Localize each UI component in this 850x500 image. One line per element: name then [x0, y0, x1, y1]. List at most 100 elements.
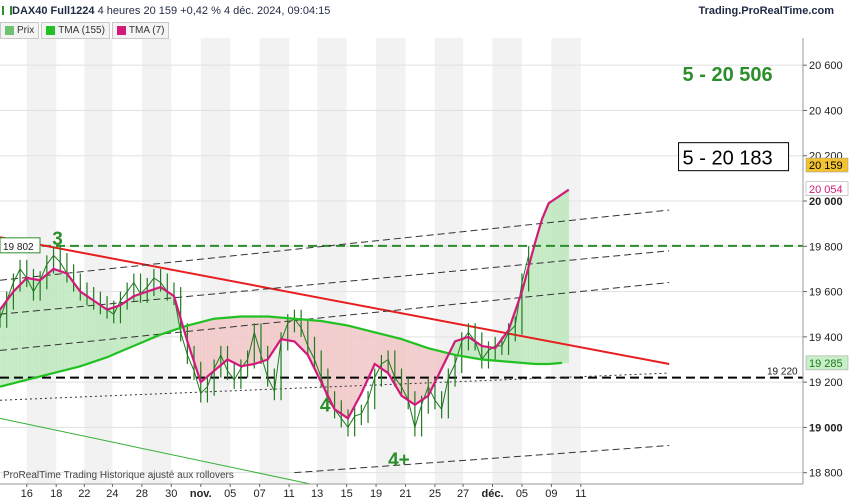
area-fill: [561, 191, 566, 364]
area-fill: [538, 219, 543, 365]
grid-band: [259, 38, 290, 484]
legend-swatch-icon: [5, 26, 14, 35]
footer-note: ProRealTime Trading Historique ajusté au…: [3, 470, 234, 481]
timeframe: 4 heures: [97, 5, 141, 17]
area-fill: [156, 286, 161, 337]
area-fill: [69, 277, 74, 370]
x-axis-panel: [0, 484, 850, 500]
area-fill: [535, 230, 539, 365]
tma-155-line: [0, 315, 563, 388]
legend-item-tma-155[interactable]: TMA (155): [41, 22, 110, 39]
legend-label: TMA (155): [58, 25, 105, 36]
chart-header: DAX40 Full1224 4 heures 20 159 +0,42 % 4…: [12, 5, 330, 17]
area-fill: [59, 270, 64, 372]
area-fill: [230, 316, 235, 364]
trend-line: [294, 445, 670, 474]
x-tick-label: 13: [311, 488, 323, 500]
price-tag-label: 20 159: [809, 160, 843, 172]
x-tick-label: 05: [224, 488, 236, 500]
area-fill: [361, 328, 365, 394]
x-tick-label: 24: [106, 488, 118, 500]
x-tick-label: 19: [370, 488, 382, 500]
last-price: 20 159: [143, 5, 178, 17]
grid-band: [376, 38, 406, 484]
trend-line: [0, 209, 670, 281]
price-tag-label: 19 285: [809, 358, 843, 370]
annotation-label: 3: [52, 229, 63, 250]
chart-icon: [2, 6, 12, 15]
area-fill: [80, 290, 84, 367]
plot-area: [0, 38, 803, 484]
price-tag-label: 20 054: [809, 184, 843, 196]
area-fill: [237, 316, 242, 367]
area-fill: [347, 325, 352, 419]
area-fill: [233, 316, 238, 366]
target-box-label: 5 - 20 183: [683, 148, 773, 170]
grid-band: [84, 38, 113, 484]
price-tag: [805, 157, 849, 173]
grid-band: [492, 38, 522, 484]
x-tick-label: 18: [50, 488, 62, 500]
grid-band: [317, 38, 347, 484]
legend-swatch-icon: [46, 26, 56, 35]
legend-item-tma-7[interactable]: TMA (7): [111, 22, 170, 39]
brand: Trading.ProRealTime.com: [698, 5, 834, 17]
grid-band: [434, 38, 464, 484]
trend-line: [0, 417, 313, 484]
area-fill: [66, 272, 71, 371]
area-fill: [93, 300, 98, 363]
y-tick-label: 20 000: [809, 196, 843, 208]
area-fill: [63, 271, 68, 371]
x-tick-label: 16: [21, 488, 33, 500]
y-tick-label: 19 800: [809, 241, 843, 253]
area-fill: [417, 344, 422, 404]
area-fill: [130, 295, 135, 348]
level-label: 19 802: [3, 242, 34, 253]
trend-line: [0, 282, 670, 351]
trend-line: [0, 372, 670, 401]
level-label: 19 220: [767, 367, 798, 378]
y-tick-label: 20 400: [809, 105, 843, 117]
area-fill: [354, 326, 359, 407]
x-tick-label: 30: [165, 488, 177, 500]
x-tick-label: 15: [341, 488, 353, 500]
tma-7-line: [0, 188, 570, 420]
area-fill: [19, 280, 24, 382]
legend-item-prix[interactable]: Prix: [0, 22, 40, 39]
legend-swatch-icon: [116, 26, 126, 35]
grid-band: [141, 38, 172, 484]
x-tick-label: 11: [575, 488, 586, 500]
area-fill: [558, 193, 563, 364]
area-fill: [73, 281, 78, 369]
area-fill: [23, 277, 28, 382]
target-box: [678, 142, 790, 172]
annotation-label: 4+: [388, 450, 410, 471]
y-tick-label: 18 800: [809, 468, 843, 480]
area-fill: [531, 241, 536, 365]
legend: Prix TMA (155) TMA (7): [0, 22, 171, 39]
area-fill: [49, 268, 54, 375]
area-fill: [240, 316, 245, 367]
x-tick-label: 11: [283, 488, 294, 500]
legend-label: Prix: [17, 25, 35, 36]
annotation-label: 5 - 20 506: [683, 64, 773, 86]
area-fill: [203, 320, 208, 380]
area-fill: [351, 325, 355, 413]
x-tick-label: 28: [136, 488, 148, 500]
grid-band: [26, 38, 57, 484]
area-fill: [548, 200, 553, 365]
x-tick-label: 05: [516, 488, 528, 500]
area-fill: [150, 288, 155, 340]
y-axis-panel: [803, 0, 850, 500]
area-fill: [374, 331, 379, 367]
x-tick-label: 25: [429, 488, 441, 500]
x-tick-label: nov.: [190, 488, 212, 500]
change: +0,42 %: [180, 5, 221, 17]
trend-line: [0, 250, 670, 315]
x-tick-label: 27: [457, 488, 469, 500]
x-tick-label: 22: [78, 488, 90, 500]
x-tick-label: déc.: [481, 488, 503, 500]
area-fill: [344, 324, 349, 419]
